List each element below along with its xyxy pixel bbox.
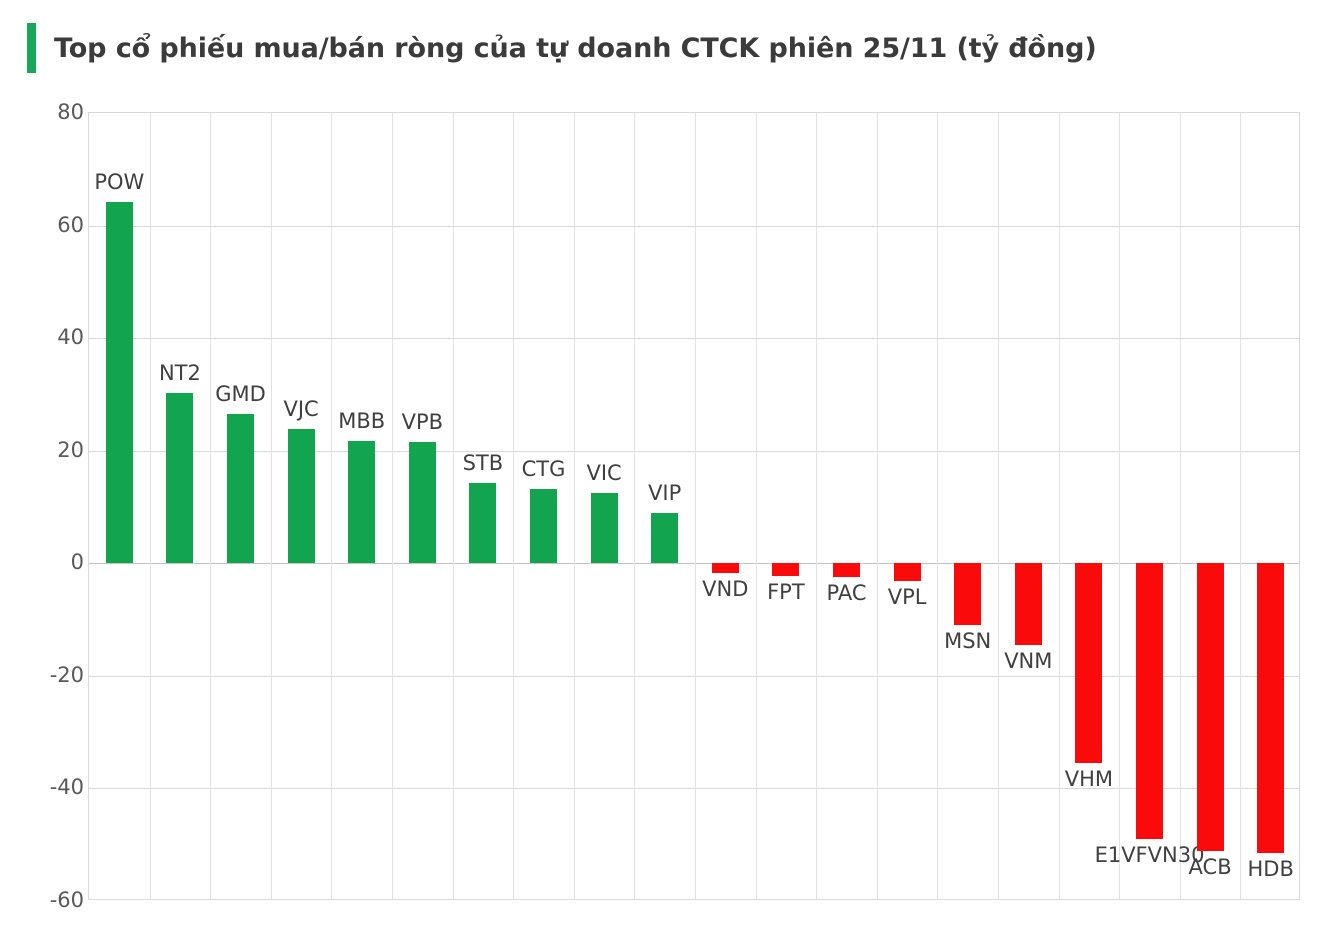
bar-vpb[interactable] — [408, 442, 436, 564]
bar-label-acb: ACB — [1188, 855, 1232, 880]
bar-label-msn: MSN — [944, 629, 992, 654]
category-separator — [998, 113, 999, 899]
bar-label-vhm: VHM — [1064, 767, 1114, 792]
gridline-20 — [89, 450, 1299, 452]
y-axis-tick-label: 80 — [57, 100, 84, 124]
bar-hdb[interactable] — [1257, 563, 1285, 854]
bar-label-pac: PAC — [826, 580, 867, 605]
bar-label-vnm: VNM — [1004, 648, 1053, 673]
category-separator — [271, 113, 272, 899]
category-separator — [1240, 113, 1241, 899]
category-separator — [1180, 113, 1181, 899]
bar-ctg[interactable] — [530, 488, 557, 564]
category-separator — [331, 113, 332, 899]
bar-label-vip: VIP — [648, 481, 682, 506]
chart-title-bar: Top cổ phiếu mua/bán ròng của tự doanh C… — [0, 0, 1320, 96]
y-axis-tick-label: -40 — [49, 775, 84, 800]
bar-vic[interactable] — [590, 492, 618, 564]
bar-label-mbb: MBB — [338, 409, 386, 434]
bar-label-pow: POW — [94, 169, 145, 194]
category-separator — [937, 113, 938, 899]
category-separator — [1059, 113, 1060, 899]
plot-area: POW NT2 GMD VJC MBB VPB STB CTG VIC VIP VND FPT PAC V… — [88, 112, 1300, 900]
bar-vnd[interactable] — [711, 563, 739, 574]
bar-label-vpl: VPL — [887, 585, 927, 610]
title-accent-bar — [27, 23, 36, 73]
bar-label-hdb: HDB — [1247, 857, 1294, 882]
gridline-0 — [89, 563, 1299, 565]
bar-label-fpt: FPT — [767, 580, 805, 605]
bar-nt2[interactable] — [166, 392, 194, 564]
y-axis-tick-label: -60 — [49, 888, 84, 912]
category-separator — [150, 113, 151, 899]
y-axis-tick-label: 40 — [57, 325, 84, 350]
bar-vnm[interactable] — [1014, 563, 1042, 645]
bar-vpl[interactable] — [893, 563, 921, 582]
bar-mbb[interactable] — [348, 441, 376, 564]
bar-stb[interactable] — [469, 483, 497, 564]
bar-label-e1vfvn30: E1VFVN30 — [1094, 843, 1205, 868]
bar-vhm[interactable] — [1075, 563, 1103, 764]
category-separator — [574, 113, 575, 899]
category-separator — [634, 113, 635, 899]
bar-vjc[interactable] — [287, 429, 315, 564]
gridline-40 — [89, 338, 1299, 340]
page-title: Top cổ phiếu mua/bán ròng của tự doanh C… — [54, 32, 1097, 64]
bar-label-vic: VIC — [586, 460, 622, 485]
category-separator — [877, 113, 878, 899]
bar-label-ctg: CTG — [521, 456, 566, 481]
category-separator — [453, 113, 454, 899]
bar-label-nt2: NT2 — [158, 360, 201, 385]
y-axis-tick-label: 20 — [57, 437, 84, 462]
category-separator — [1119, 113, 1120, 899]
category-separator — [392, 113, 393, 899]
bar-pow[interactable] — [105, 201, 133, 564]
y-axis-tick-label: 0 — [70, 550, 84, 575]
bar-label-gmd: GMD — [215, 382, 266, 407]
y-axis-tick-label: 60 — [57, 212, 84, 237]
y-axis-tick-label: -20 — [49, 662, 84, 687]
category-separator — [695, 113, 696, 899]
bar-pac[interactable] — [833, 563, 860, 577]
gridline--40 — [89, 788, 1299, 790]
category-separator — [513, 113, 514, 899]
bar-vip[interactable] — [651, 513, 679, 564]
category-separator — [816, 113, 817, 899]
category-separator — [756, 113, 757, 899]
bar-e1vfvn30[interactable] — [1136, 563, 1163, 840]
bar-label-vjc: VJC — [283, 397, 319, 422]
bar-acb[interactable] — [1196, 563, 1224, 852]
bar-gmd[interactable] — [227, 414, 254, 564]
bar-msn[interactable] — [954, 563, 982, 626]
category-separator — [210, 113, 211, 899]
gridline-60 — [89, 225, 1299, 227]
bar-label-vpb: VPB — [401, 410, 444, 435]
bar-fpt[interactable] — [772, 563, 800, 577]
bar-label-vnd: VND — [702, 577, 749, 602]
gridline--20 — [89, 675, 1299, 677]
bar-label-stb: STB — [462, 451, 504, 476]
